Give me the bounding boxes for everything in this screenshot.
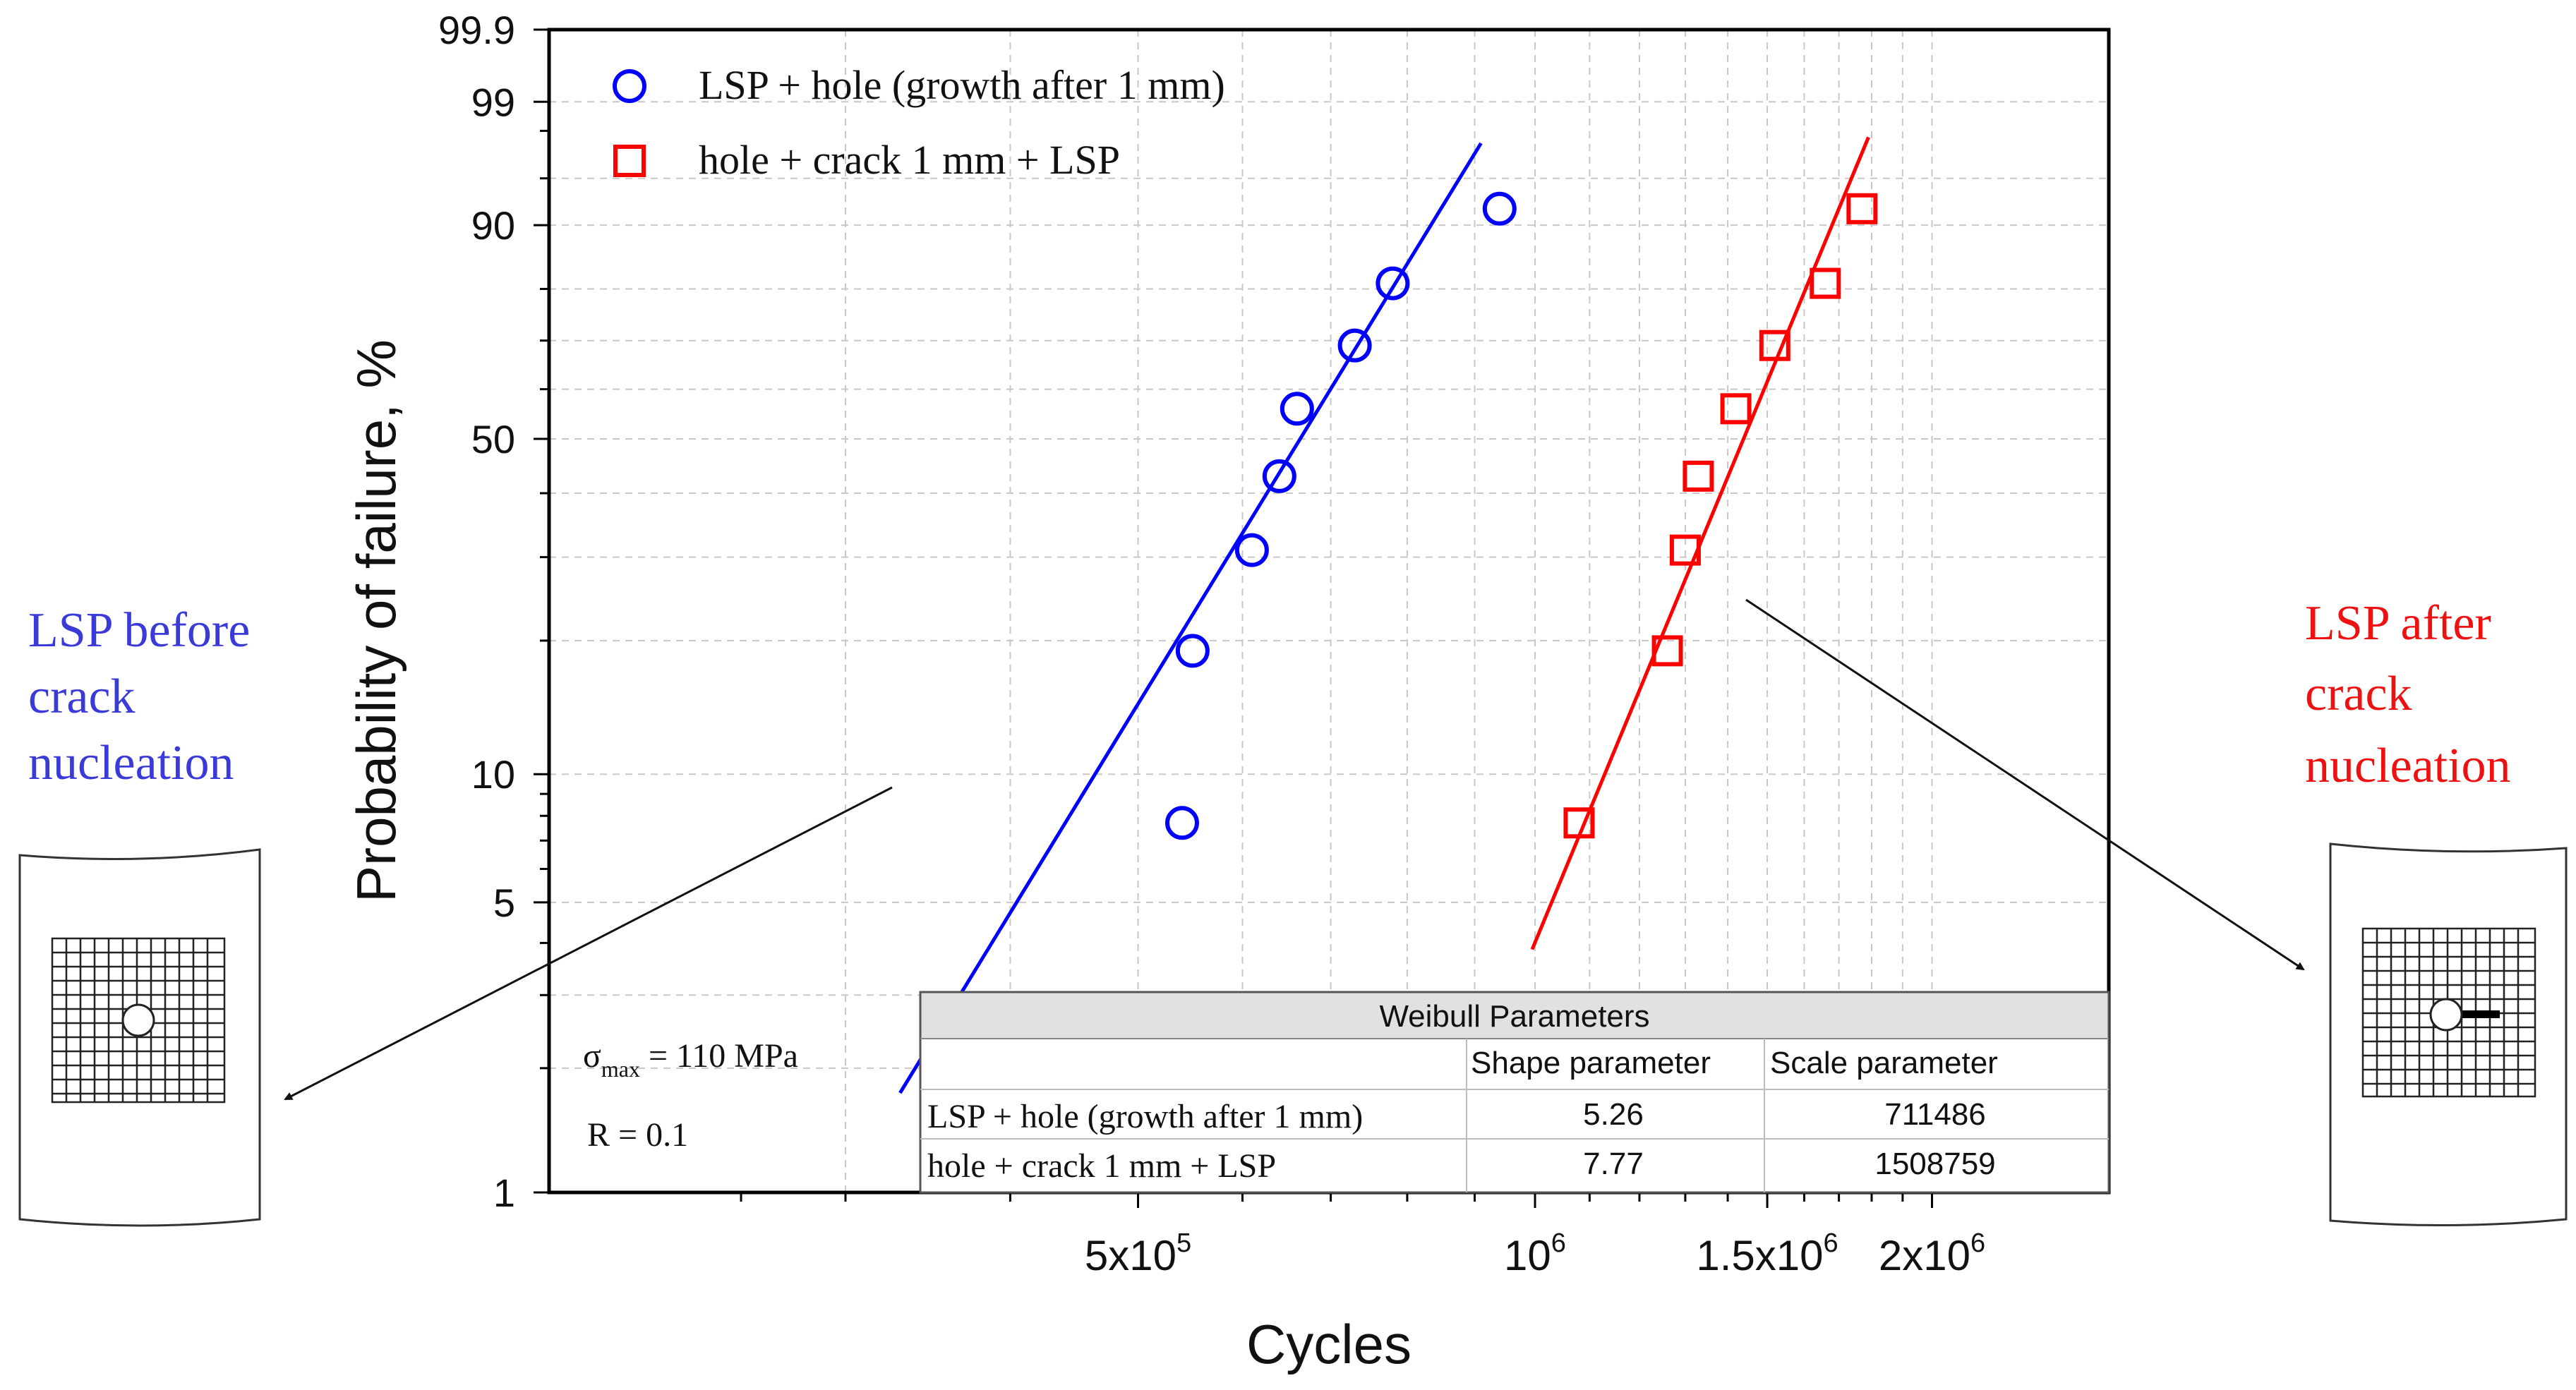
table-title-bar	[920, 992, 2109, 1039]
right-label-line-2: crack	[2305, 667, 2412, 721]
data-point-series-1	[1234, 533, 1269, 567]
left-side-label: LSP before crack nucleation	[28, 603, 250, 790]
table-header-shape: Shape parameter	[1471, 1046, 1711, 1080]
table-row-2-scale: 1508759	[1874, 1147, 1995, 1181]
right-side-label: LSP after crack nucleation	[2305, 596, 2511, 793]
data-point-series-2	[1683, 460, 1714, 492]
y-tick-label: 10	[471, 752, 515, 797]
right-specimen-crack	[2446, 1010, 2500, 1018]
legend-marker-square	[613, 145, 646, 177]
x-tick-label: 106	[1504, 1228, 1566, 1279]
table-row-1-shape: 5.26	[1583, 1097, 1644, 1132]
left-specimen-grid	[51, 937, 226, 1104]
right-label-line-3: nucleation	[2305, 739, 2511, 793]
y-tick-label: 90	[471, 203, 515, 248]
data-point-series-1	[1482, 191, 1517, 226]
data-point-series-2	[1759, 330, 1790, 361]
ratio-annotation: R = 0.1	[587, 1116, 688, 1154]
right-label-line-1: LSP after	[2305, 596, 2491, 651]
left-label-line-1: LSP before	[28, 603, 250, 658]
table-frame	[919, 991, 2110, 1194]
right-callout-arrow	[1745, 598, 2305, 971]
weibull-table: Weibull Parameters Shape parameter Scale…	[919, 991, 2110, 1194]
right-specimen-hole	[2429, 998, 2463, 1032]
legend-label-series-2: hole + crack 1 mm + LSP	[699, 137, 1120, 183]
y-tick-label: 99.9	[438, 8, 515, 52]
table-title: Weibull Parameters	[1379, 999, 1649, 1034]
data-point-series-1	[1164, 806, 1199, 840]
left-label-line-2: crack	[28, 670, 136, 724]
legend-marker-circle	[613, 69, 646, 103]
y-axis-title: Probability of failure, %	[345, 339, 407, 902]
data-point-series-1	[1280, 392, 1314, 426]
y-tick-label: 50	[471, 417, 515, 461]
table-body	[920, 1039, 2109, 1192]
legend: LSP + hole (growth after 1 mm) hole + cr…	[613, 62, 1225, 183]
left-specimen-illustration	[18, 848, 261, 1227]
table-row-2-label: hole + crack 1 mm + LSP	[927, 1147, 1276, 1185]
y-axis-ticks: 1 5 10 50 90 99 99.9	[438, 8, 549, 1215]
right-specimen-illustration	[2329, 842, 2568, 1227]
data-point-series-1	[1337, 328, 1372, 363]
data-point-series-2	[1669, 534, 1701, 566]
table-row-1-scale: 711486	[1884, 1097, 1986, 1132]
left-callout-arrow	[284, 786, 893, 1101]
x-tick-label: 5x105	[1085, 1228, 1191, 1279]
left-label-line-3: nucleation	[28, 736, 234, 790]
x-axis-ticks: 5x105 106 1.5x106 2x106	[740, 1192, 1985, 1279]
y-tick-label: 99	[471, 80, 515, 124]
legend-label-series-1: LSP + hole (growth after 1 mm)	[699, 62, 1225, 108]
data-point-series-1	[1175, 634, 1210, 668]
data-point-series-2	[1720, 393, 1752, 425]
data-point-series-2	[1651, 635, 1683, 667]
stress-annotation: σmax = 110 MPa	[583, 1037, 798, 1082]
x-tick-label: 2x106	[1879, 1228, 1985, 1279]
data-point-series-1	[1262, 459, 1296, 493]
table-header-scale: Scale parameter	[1770, 1046, 1998, 1080]
fit-line-series-1	[898, 142, 1483, 1094]
left-specimen-hole	[121, 1003, 155, 1037]
data-point-series-2	[1810, 267, 1841, 299]
table-row-1-label: LSP + hole (growth after 1 mm)	[927, 1098, 1363, 1135]
x-axis-title: Cycles	[1246, 1313, 1412, 1375]
table-row-2-shape: 7.77	[1583, 1147, 1644, 1181]
x-tick-label: 1.5x106	[1696, 1228, 1838, 1279]
data-point-series-1	[1376, 266, 1410, 301]
data-markers	[1164, 191, 1878, 840]
data-point-series-2	[1846, 193, 1878, 224]
y-tick-label: 1	[493, 1171, 515, 1215]
data-point-series-2	[1563, 807, 1595, 839]
y-tick-label: 5	[493, 881, 515, 925]
